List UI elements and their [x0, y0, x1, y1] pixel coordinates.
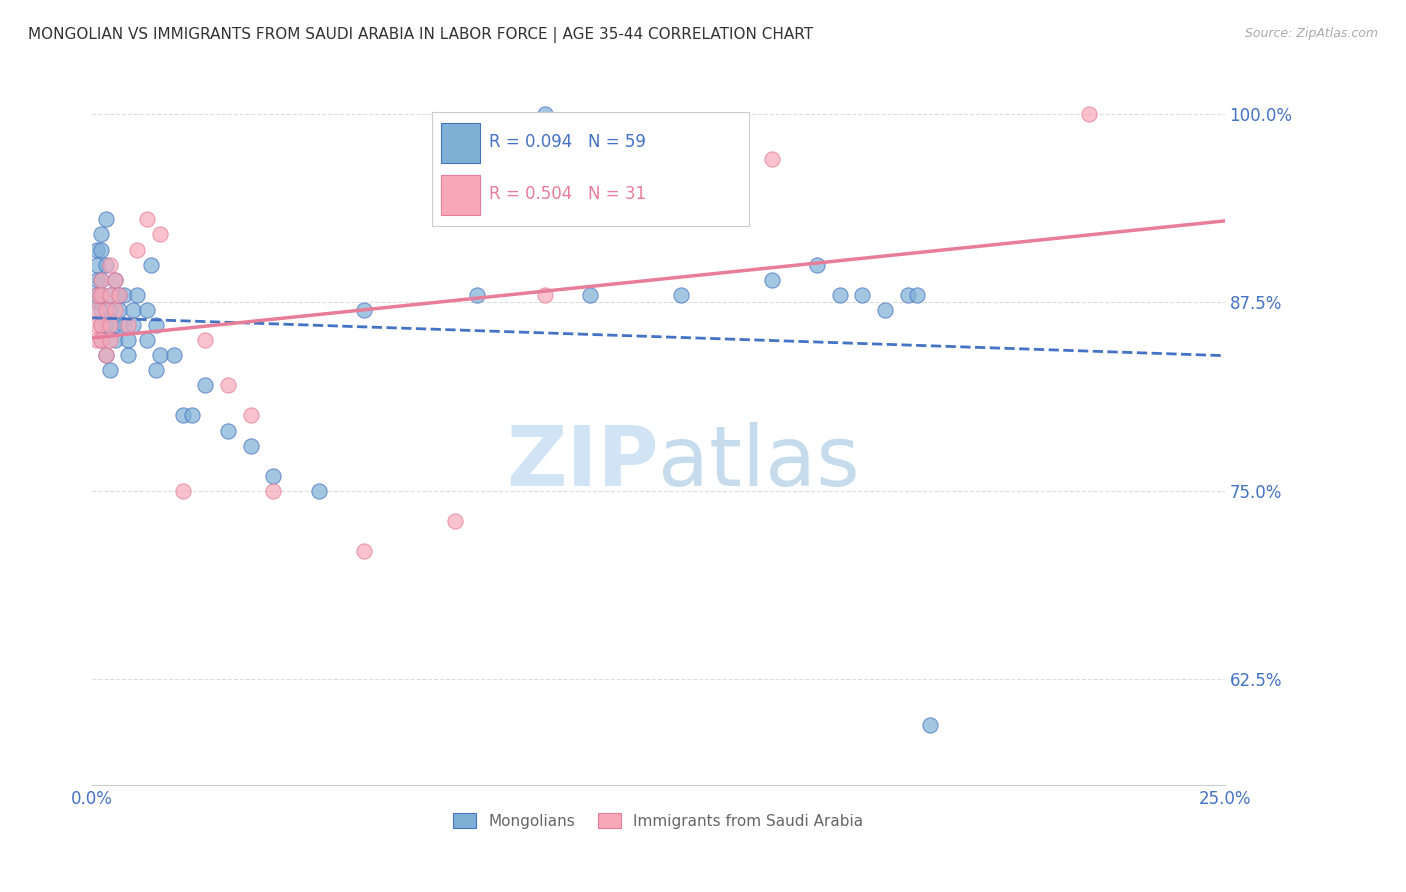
Point: [104, 273, 127, 287]
Point: [104, 318, 127, 332]
Point: [112, 287, 135, 301]
Point: [217, 424, 239, 438]
Point: [443, 514, 465, 528]
Point: [851, 287, 873, 301]
Point: [104, 302, 127, 317]
Text: atlas: atlas: [658, 422, 860, 503]
Point: [172, 409, 194, 423]
Point: [86, 273, 108, 287]
Point: [94, 302, 117, 317]
Point: [1077, 107, 1099, 121]
Text: MONGOLIAN VS IMMIGRANTS FROM SAUDI ARABIA IN LABOR FORCE | AGE 35-44 CORRELATION: MONGOLIAN VS IMMIGRANTS FROM SAUDI ARABI…: [28, 27, 813, 43]
Point: [94, 212, 117, 227]
Point: [98, 333, 121, 347]
Point: [90, 243, 112, 257]
Point: [172, 483, 194, 498]
Point: [139, 258, 162, 272]
Point: [761, 152, 783, 166]
Point: [90, 273, 112, 287]
Point: [108, 287, 131, 301]
Point: [135, 333, 157, 347]
Point: [86, 243, 108, 257]
Point: [108, 302, 131, 317]
Point: [873, 302, 896, 317]
Point: [761, 273, 783, 287]
Point: [920, 717, 942, 731]
Point: [90, 333, 112, 347]
Point: [94, 348, 117, 362]
Point: [98, 363, 121, 377]
Text: Source: ZipAtlas.com: Source: ZipAtlas.com: [1244, 27, 1378, 40]
Point: [262, 468, 284, 483]
Point: [828, 287, 851, 301]
Point: [86, 287, 108, 301]
Point: [90, 273, 112, 287]
Point: [905, 287, 928, 301]
Point: [86, 302, 108, 317]
Point: [86, 318, 108, 332]
Point: [194, 333, 217, 347]
Point: [90, 302, 112, 317]
Point: [117, 348, 139, 362]
Point: [534, 287, 557, 301]
Point: [90, 318, 112, 332]
Point: [94, 258, 117, 272]
Point: [217, 378, 239, 392]
Point: [98, 258, 121, 272]
Point: [180, 409, 202, 423]
Point: [104, 333, 127, 347]
Point: [127, 287, 149, 301]
Point: [122, 302, 145, 317]
Point: [669, 287, 692, 301]
Point: [94, 348, 117, 362]
Point: [86, 287, 108, 301]
Point: [90, 287, 112, 301]
Point: [135, 302, 157, 317]
Point: [262, 483, 284, 498]
Point: [149, 348, 172, 362]
Point: [353, 544, 375, 558]
Point: [122, 318, 145, 332]
Point: [94, 318, 117, 332]
Point: [194, 378, 217, 392]
Point: [98, 287, 121, 301]
Point: [534, 107, 557, 121]
Point: [104, 273, 127, 287]
Point: [145, 318, 167, 332]
Point: [86, 258, 108, 272]
Point: [239, 439, 262, 453]
Point: [465, 287, 488, 301]
Point: [112, 318, 135, 332]
Point: [86, 333, 108, 347]
Point: [145, 363, 167, 377]
Point: [86, 295, 108, 310]
Point: [90, 318, 112, 332]
Point: [897, 287, 920, 301]
Point: [308, 483, 330, 498]
Point: [117, 333, 139, 347]
Point: [135, 212, 157, 227]
Point: [98, 302, 121, 317]
Point: [127, 243, 149, 257]
Point: [108, 287, 131, 301]
Point: [353, 302, 375, 317]
Text: ZIP: ZIP: [506, 422, 658, 503]
Point: [117, 318, 139, 332]
Legend: Mongolians, Immigrants from Saudi Arabia: Mongolians, Immigrants from Saudi Arabia: [447, 806, 869, 835]
Point: [90, 227, 112, 242]
Point: [163, 348, 186, 362]
Point: [149, 227, 172, 242]
Point: [806, 258, 828, 272]
Point: [98, 287, 121, 301]
Point: [90, 287, 112, 301]
Point: [90, 333, 112, 347]
Point: [239, 409, 262, 423]
Point: [579, 287, 602, 301]
Point: [98, 318, 121, 332]
Point: [86, 287, 108, 301]
